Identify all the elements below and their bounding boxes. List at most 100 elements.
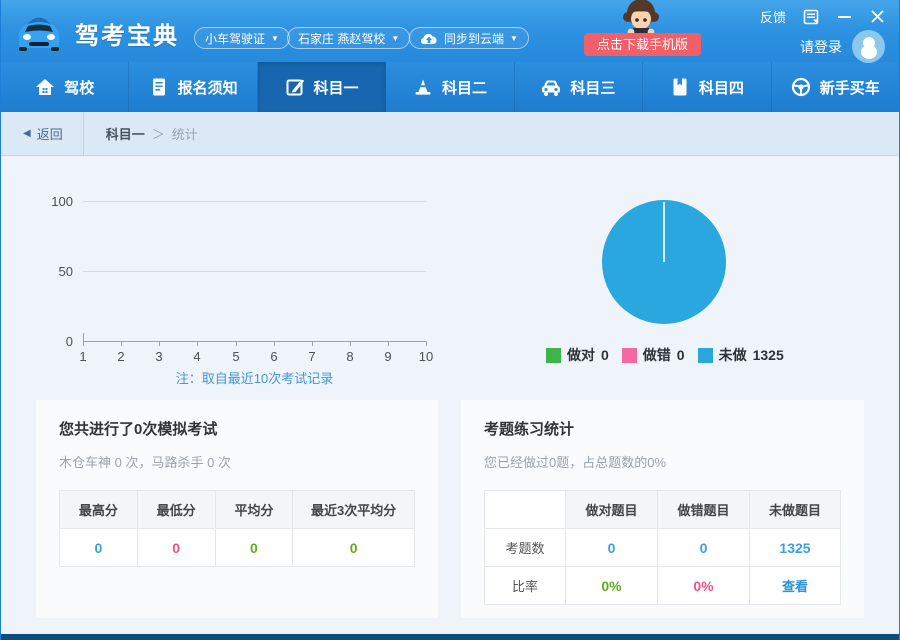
tab-new-car-buying[interactable]: 新手买车 (772, 62, 899, 112)
tab-subject-one[interactable]: 科目一 (257, 62, 387, 112)
x-tick-label: 4 (193, 349, 201, 364)
tab-label: 报名须知 (177, 79, 238, 97)
tab-label: 新手买车 (819, 79, 880, 97)
mock-exam-card: 您共进行了0次模拟考试 木仓车神 0 次，马路杀手 0 次 最高分 最低分 平均… (36, 400, 438, 618)
row-header: 比率 (484, 566, 566, 605)
cloud-sync-value: 同步到云端 (444, 31, 505, 46)
chevron-down-icon: ▼ (510, 33, 518, 43)
traffic-cone-icon (415, 79, 431, 95)
chevron-down-icon: ▼ (391, 33, 400, 43)
license-type-dropdown[interactable]: 小车驾驶证 ▼ (194, 27, 290, 49)
main-content: 100 50 0 1 2 3 4 5 6 7 8 9 10 注：取自最近10次考… (1, 156, 899, 634)
x-tick-label: 8 (346, 349, 354, 364)
x-tick-label: 9 (384, 349, 392, 364)
col-header: 最低分 (136, 490, 216, 529)
login-button[interactable]: 请登录 (800, 38, 842, 55)
tab-label: 科目三 (570, 79, 616, 97)
divider (82, 111, 84, 156)
legend-label: 做对 (567, 347, 595, 363)
wrong-count: 0 (657, 528, 750, 567)
close-icon[interactable] (869, 9, 885, 25)
col-header: 最高分 (59, 490, 138, 529)
axis-tick (236, 341, 237, 346)
back-label: 返回 (36, 127, 63, 142)
axis-tick (426, 341, 427, 346)
breadcrumb-page: 统计 (171, 127, 198, 142)
tab-label: 科目四 (698, 79, 744, 97)
qq-penguin-avatar[interactable] (852, 30, 885, 63)
breadcrumb-separator: ＞ (151, 127, 165, 142)
col-header: 最近3次平均分 (292, 490, 415, 529)
card-subtitle: 木仓车神 0 次，马路杀手 0 次 (59, 455, 231, 470)
y-axis-tick-label: 0 (65, 334, 73, 349)
chevron-down-icon: ▼ (271, 33, 279, 43)
chart-note: 注：取自最近10次考试记录 (175, 371, 334, 386)
wrong-ratio: 0% (657, 566, 750, 605)
table-row: 0 0 0 0 (59, 528, 415, 567)
col-header: 平均分 (214, 490, 294, 529)
window-bottom-edge (1, 634, 899, 640)
col-header: 做对题目 (565, 490, 658, 529)
cloud-sync-dropdown[interactable]: 同步到云端 ▼ (409, 27, 529, 49)
view-undone-link[interactable]: 查看 (749, 566, 841, 605)
pencil-square-icon (286, 79, 304, 96)
correct-count: 0 (565, 528, 658, 567)
max-score-value: 0 (59, 528, 138, 567)
feedback-button[interactable]: 反馈 (759, 10, 786, 25)
recent3-avg-value: 0 (292, 528, 415, 567)
cloud-upload-icon (421, 33, 437, 44)
tab-subject-three[interactable]: 科目三 (515, 62, 644, 112)
axis-tick (159, 341, 160, 346)
corner-cell (484, 490, 566, 529)
tab-enrollment-notice[interactable]: 报名须知 (129, 62, 258, 112)
tab-subject-four[interactable]: 科目四 (643, 62, 772, 112)
breadcrumb-section: 科目一 (105, 127, 145, 142)
exam-score-table: 最高分 最低分 平均分 最近3次平均分 0 0 0 0 (59, 490, 415, 567)
car-icon (542, 80, 561, 96)
x-tick-label: 6 (270, 349, 278, 364)
legend-item-undone: 未做 1325 (697, 345, 784, 365)
min-score-value: 0 (136, 528, 216, 567)
tab-label: 科目二 (441, 79, 487, 97)
main-nav: 驾校 报名须知 科目一 科目二 (1, 62, 899, 112)
axis-tick (121, 341, 122, 346)
table-row: 比率 0% 0% 查看 (484, 566, 841, 605)
license-type-value: 小车驾驶证 (205, 31, 266, 46)
card-title: 考题练习统计 (484, 421, 575, 438)
title-bar: 驾考宝典 小车驾驶证 ▼ 石家庄 燕赵驾校 ▼ 同步到云端 ▼ (1, 0, 899, 63)
home-icon (36, 79, 55, 95)
x-axis (83, 341, 427, 342)
undone-count: 1325 (749, 528, 841, 567)
tab-label: 科目一 (313, 79, 359, 97)
table-row: 考题数 0 0 1325 (484, 528, 841, 567)
app-title: 驾考宝典 (75, 23, 179, 50)
x-tick-label: 7 (308, 349, 316, 364)
download-mobile-button[interactable]: 点击下载手机版 (584, 33, 702, 56)
x-tick-label: 2 (117, 349, 125, 364)
news-panel-icon[interactable] (803, 9, 819, 25)
breadcrumb: 科目一 ＞ 统计 (106, 124, 198, 143)
card-subtitle: 您已经做过0题，占总题数的0% (484, 455, 667, 470)
y-axis-tick-label: 100 (51, 194, 73, 209)
back-button[interactable]: ◀ 返回 (1, 112, 83, 155)
card-title: 您共进行了0次模拟考试 (59, 421, 218, 438)
school-dropdown[interactable]: 石家庄 燕赵驾校 ▼ (287, 27, 411, 49)
tab-label: 驾校 (64, 79, 95, 97)
minimize-icon[interactable] (836, 9, 852, 25)
legend-label: 做错 (642, 347, 671, 363)
legend-value: 0 (676, 347, 685, 363)
mascot-girl (623, 0, 659, 36)
tab-subject-two[interactable]: 科目二 (386, 62, 515, 112)
avg-score-value: 0 (214, 528, 294, 567)
legend-item-correct: 做对 0 (546, 345, 609, 365)
legend-swatch-pink (621, 347, 637, 363)
x-tick-label: 1 (79, 349, 87, 364)
axis-tick (350, 341, 351, 346)
col-header: 未做题目 (749, 490, 841, 529)
tab-driving-school[interactable]: 驾校 (1, 62, 130, 112)
legend-value: 0 (601, 347, 609, 363)
x-tick-label: 10 (418, 349, 434, 364)
axis-tick (312, 341, 313, 346)
row-header: 考题数 (484, 528, 566, 567)
